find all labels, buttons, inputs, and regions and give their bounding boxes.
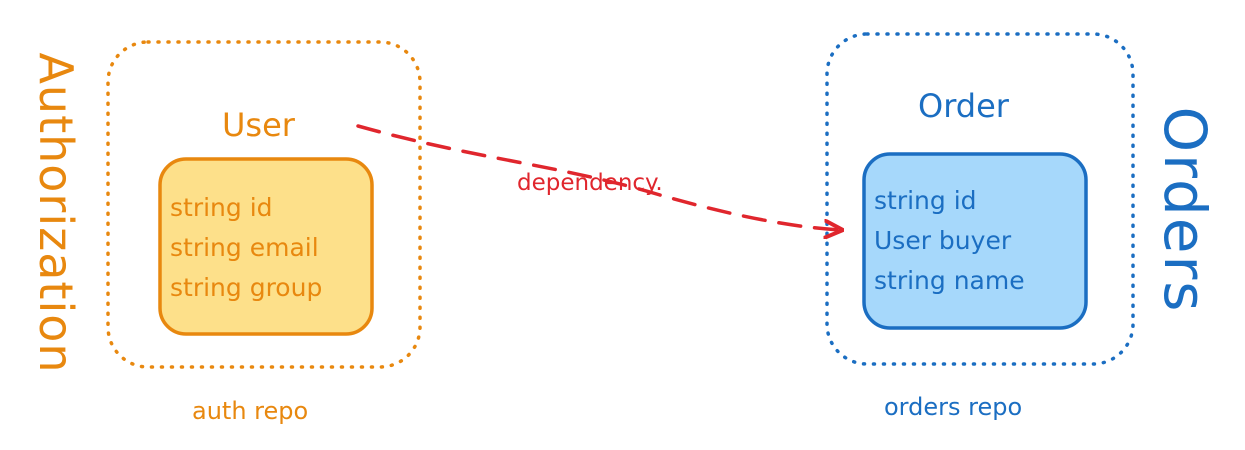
user-field-list: string id string email string group bbox=[170, 188, 322, 308]
authorization-boundary-label-wrap: Authorization bbox=[28, 30, 84, 395]
order-field: User buyer bbox=[874, 221, 1025, 261]
order-field: string id bbox=[874, 181, 1025, 221]
order-field: string name bbox=[874, 261, 1025, 301]
orders-repo-label: orders repo bbox=[884, 395, 1022, 419]
dependency-label: dependency. bbox=[517, 172, 663, 195]
order-field-list: string id User buyer string name bbox=[874, 181, 1025, 301]
user-field: string group bbox=[170, 268, 322, 308]
user-field: string email bbox=[170, 228, 322, 268]
authorization-boundary-label: Authorization bbox=[29, 52, 83, 373]
user-field: string id bbox=[170, 188, 322, 228]
orders-boundary-label: Orders bbox=[1151, 106, 1219, 313]
order-entity-title: Order bbox=[918, 90, 1009, 122]
orders-boundary-label-wrap: Orders bbox=[1150, 90, 1220, 330]
auth-repo-label: auth repo bbox=[192, 399, 308, 423]
user-entity-title: User bbox=[222, 109, 295, 141]
